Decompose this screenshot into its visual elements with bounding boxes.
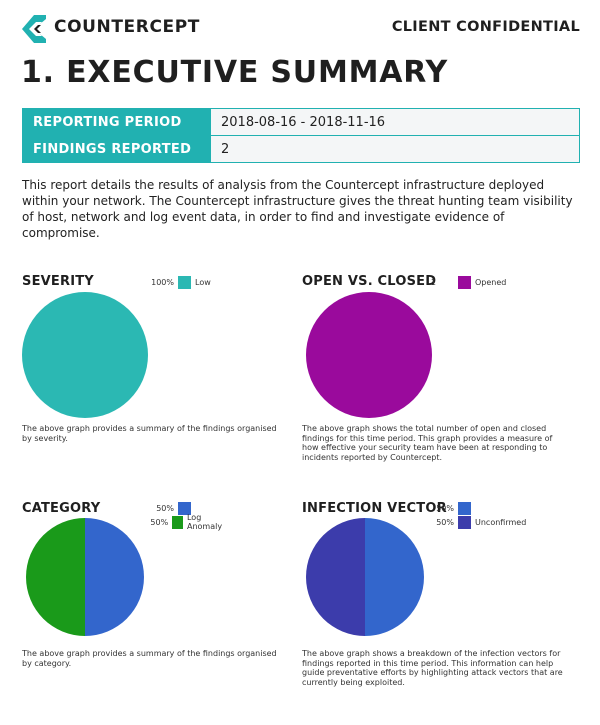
legend-label: Low bbox=[195, 277, 211, 287]
brand-name: COUNTERCEPT bbox=[54, 17, 201, 37]
chart-legend: 50% 50% Log Anomaly bbox=[140, 501, 230, 531]
legend-swatch bbox=[458, 501, 471, 515]
confidentiality-label: CLIENT CONFIDENTIAL bbox=[391, 19, 580, 35]
chart-caption: The above graph shows a breakdown of the… bbox=[302, 649, 563, 687]
legend-swatch bbox=[458, 275, 471, 289]
legend-value: 50% bbox=[150, 517, 169, 527]
legend-item: 100% Low bbox=[140, 275, 211, 289]
table-row: FINDINGS REPORTED 2 bbox=[22, 135, 580, 163]
legend-value: 50% bbox=[436, 503, 454, 513]
legend-label: Unconfirmed bbox=[475, 517, 527, 527]
page-title: 1. EXECUTIVE SUMMARY bbox=[21, 55, 449, 90]
pie-slice bbox=[306, 292, 432, 418]
pie-slice bbox=[306, 518, 365, 636]
findings-reported-value: 2 bbox=[210, 135, 580, 163]
legend-swatch bbox=[172, 515, 183, 529]
chart-title: SEVERITY bbox=[22, 274, 94, 289]
category-pie bbox=[26, 518, 144, 636]
legend-item: 1 Opened bbox=[426, 275, 506, 289]
chart-title: CATEGORY bbox=[22, 501, 101, 516]
chart-legend: 50% 50% Unconfirmed bbox=[424, 501, 526, 529]
table-row: REPORTING PERIOD 2018-08-16 - 2018-11-16 bbox=[22, 108, 580, 136]
chart-caption: The above graph provides a summary of th… bbox=[22, 424, 277, 443]
legend-value: 50% bbox=[436, 517, 454, 527]
reporting-period-label: REPORTING PERIOD bbox=[22, 108, 211, 136]
legend-item: 50% Unconfirmed bbox=[424, 515, 526, 529]
legend-value: 1 bbox=[430, 277, 436, 287]
open-vs-closed-pie bbox=[306, 292, 432, 418]
legend-label: Log Anomaly bbox=[186, 513, 223, 531]
legend-swatch bbox=[178, 501, 191, 515]
chart-title: OPEN VS. CLOSED bbox=[302, 274, 437, 289]
legend-item: 50% bbox=[140, 501, 230, 515]
chart-title: INFECTION VECTOR bbox=[302, 501, 447, 516]
legend-value: 50% bbox=[156, 503, 174, 513]
chart-legend: 1 Opened bbox=[426, 275, 506, 289]
pie-slice bbox=[26, 518, 85, 636]
chart-caption: The above graph shows the total number o… bbox=[302, 424, 553, 462]
pie-slice bbox=[365, 518, 424, 636]
chart-legend: 100% Low bbox=[140, 275, 211, 289]
pie-slice bbox=[22, 292, 148, 418]
infection-vector-pie bbox=[306, 518, 424, 636]
legend-value: 100% bbox=[151, 277, 174, 287]
legend-item: 50% bbox=[424, 501, 526, 515]
legend-item: 50% Log Anomaly bbox=[140, 513, 230, 531]
findings-reported-label: FINDINGS REPORTED bbox=[22, 135, 211, 163]
legend-swatch bbox=[458, 515, 471, 529]
reporting-period-value: 2018-08-16 - 2018-11-16 bbox=[210, 108, 580, 136]
legend-swatch bbox=[178, 275, 191, 289]
legend-label: Opened bbox=[475, 277, 507, 287]
countercept-chevron-icon bbox=[22, 15, 46, 43]
pie-slice bbox=[85, 518, 144, 636]
intro-paragraph: This report details the results of analy… bbox=[22, 178, 573, 240]
severity-pie bbox=[22, 292, 148, 418]
summary-table: REPORTING PERIOD 2018-08-16 - 2018-11-16… bbox=[22, 108, 580, 163]
chart-caption: The above graph provides a summary of th… bbox=[22, 649, 277, 668]
